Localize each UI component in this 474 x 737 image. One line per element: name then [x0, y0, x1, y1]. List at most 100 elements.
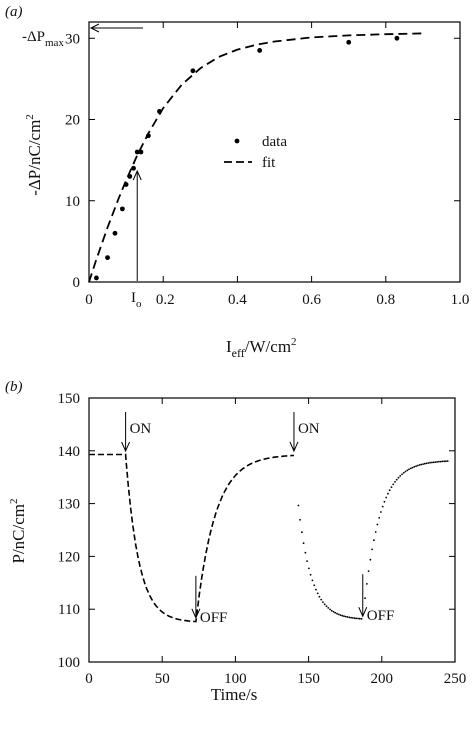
cycle-2-point [346, 616, 349, 618]
cycle-2-point [397, 476, 400, 479]
cycle-2-point [399, 475, 402, 477]
cycle-2-point [446, 460, 449, 462]
cycle-2-point [394, 481, 396, 483]
data-points [94, 35, 400, 281]
cycle-2-point [360, 617, 363, 620]
cycle-2-point [402, 471, 405, 474]
off-annotation: OFF [358, 574, 394, 624]
cycle-2-point [327, 607, 330, 609]
cycle-2-point [337, 613, 340, 616]
cycle-2-point [383, 500, 386, 503]
cycle-2-point [316, 592, 319, 595]
dp-max-label: -ΔPmax [22, 29, 64, 49]
panel-b-x-axis-label: Time/s [211, 685, 258, 704]
dp-max-arrowhead [89, 23, 100, 33]
cycle-2-point [409, 467, 412, 470]
cycle-2-point [413, 465, 416, 468]
cycle-2-point [395, 478, 398, 481]
x-tick-label: 1.0 [451, 292, 470, 308]
annotation-arrowhead [358, 607, 368, 618]
cycle-2-point [302, 542, 305, 545]
cycle-2-point [438, 460, 440, 463]
cycle-2-point [422, 463, 424, 465]
cycle-2-point [434, 461, 437, 463]
cycle-2-point [315, 588, 317, 591]
cycle-2-point [418, 464, 421, 466]
data-point [105, 255, 110, 261]
cycle-2-point [429, 461, 431, 464]
annotation-label: ON [130, 421, 152, 437]
off-annotation: OFF [191, 575, 228, 626]
y-tick-label: 30 [65, 31, 80, 47]
x-tick-label: 0.2 [156, 292, 175, 308]
cycle-2-point [406, 469, 409, 472]
cycle-2-point [299, 518, 301, 521]
data-point [138, 149, 144, 155]
on-off-annotations: ON OFF ON OFF [121, 412, 394, 626]
x-tick-label: 150 [297, 671, 320, 687]
cycle-2-point [357, 617, 359, 620]
cycle-2-point [416, 464, 419, 467]
data-point [112, 230, 118, 236]
y-tick-label: 20 [65, 113, 80, 129]
cycle-2-point [381, 505, 384, 508]
cycle-2-point [404, 470, 407, 473]
cycle-2-point [387, 492, 389, 495]
cycle-2-point [311, 579, 314, 582]
cycle-2-point [443, 460, 446, 463]
x-tick-label: 0.8 [376, 292, 395, 308]
x-tick-label: 100 [224, 671, 247, 687]
i0-arrowhead [132, 169, 142, 181]
y-tick-label: 120 [58, 549, 81, 565]
data-point [145, 133, 151, 139]
panel-b-x-ticks: 0 50 100 150 200 250 [85, 398, 466, 687]
x-tick-label: 0.6 [302, 292, 321, 308]
annotation-label: OFF [200, 610, 228, 626]
cycle-2-point [364, 597, 366, 600]
fit-line [88, 32, 423, 283]
y-tick-label: 10 [65, 194, 80, 210]
panel-a: (a) 0 0.4 0.6 0.8 1.0 0.2 0 10 20 30 -ΔPmax Io d… [5, 4, 469, 360]
i0-label: Io [131, 290, 142, 310]
polarization-traces [89, 453, 449, 623]
cycle-2-point [329, 608, 331, 611]
cycle-2-point [392, 483, 395, 486]
cycle-2-point [378, 517, 381, 519]
annotation-label: ON [298, 421, 320, 437]
legend-data-marker [234, 138, 240, 144]
y-tick-label: 100 [58, 655, 81, 671]
dp-max-annotation: -ΔPmax [22, 23, 143, 49]
cycle-2-point [308, 567, 310, 570]
x-tick-label: 0.4 [228, 292, 247, 308]
cycle-2-point [306, 560, 308, 562]
x-tick-label: 50 [155, 671, 170, 687]
panel-b-y-ticks: 100 110 120 130 140 150 [58, 391, 455, 671]
panel-b-label: (b) [5, 379, 23, 395]
cycle-2-point [323, 603, 326, 606]
cycle-2-point [366, 583, 368, 585]
cycle-2-point [380, 511, 382, 513]
cycle-2-point [439, 460, 442, 463]
cycle-2-point [369, 558, 372, 561]
data-point [134, 149, 140, 155]
cycle-2-point [348, 616, 351, 619]
cycle-2-point [436, 461, 438, 463]
cycle-2-point [309, 573, 312, 576]
on-annotation: ON [121, 412, 152, 453]
cycle-2-point [336, 612, 338, 615]
cycle-2-point [411, 466, 414, 469]
panel-a-y-ticks: 0 10 20 30 [65, 31, 460, 291]
cycle-2-point [297, 504, 300, 507]
panel-a-label: (a) [5, 4, 23, 20]
legend-data-label: data [262, 134, 287, 150]
cycle-2-point [445, 460, 447, 463]
panel-a-x-ticks: 0 0.4 0.6 0.8 1.0 0.2 [85, 22, 469, 308]
annotation-arrowhead [121, 441, 131, 453]
cycle-2-point [322, 601, 324, 603]
cycle-2-point [367, 570, 370, 572]
data-point [346, 39, 352, 45]
panel-a-frame [88, 21, 461, 283]
data-point [190, 68, 196, 74]
cycle-2-point [374, 531, 377, 533]
